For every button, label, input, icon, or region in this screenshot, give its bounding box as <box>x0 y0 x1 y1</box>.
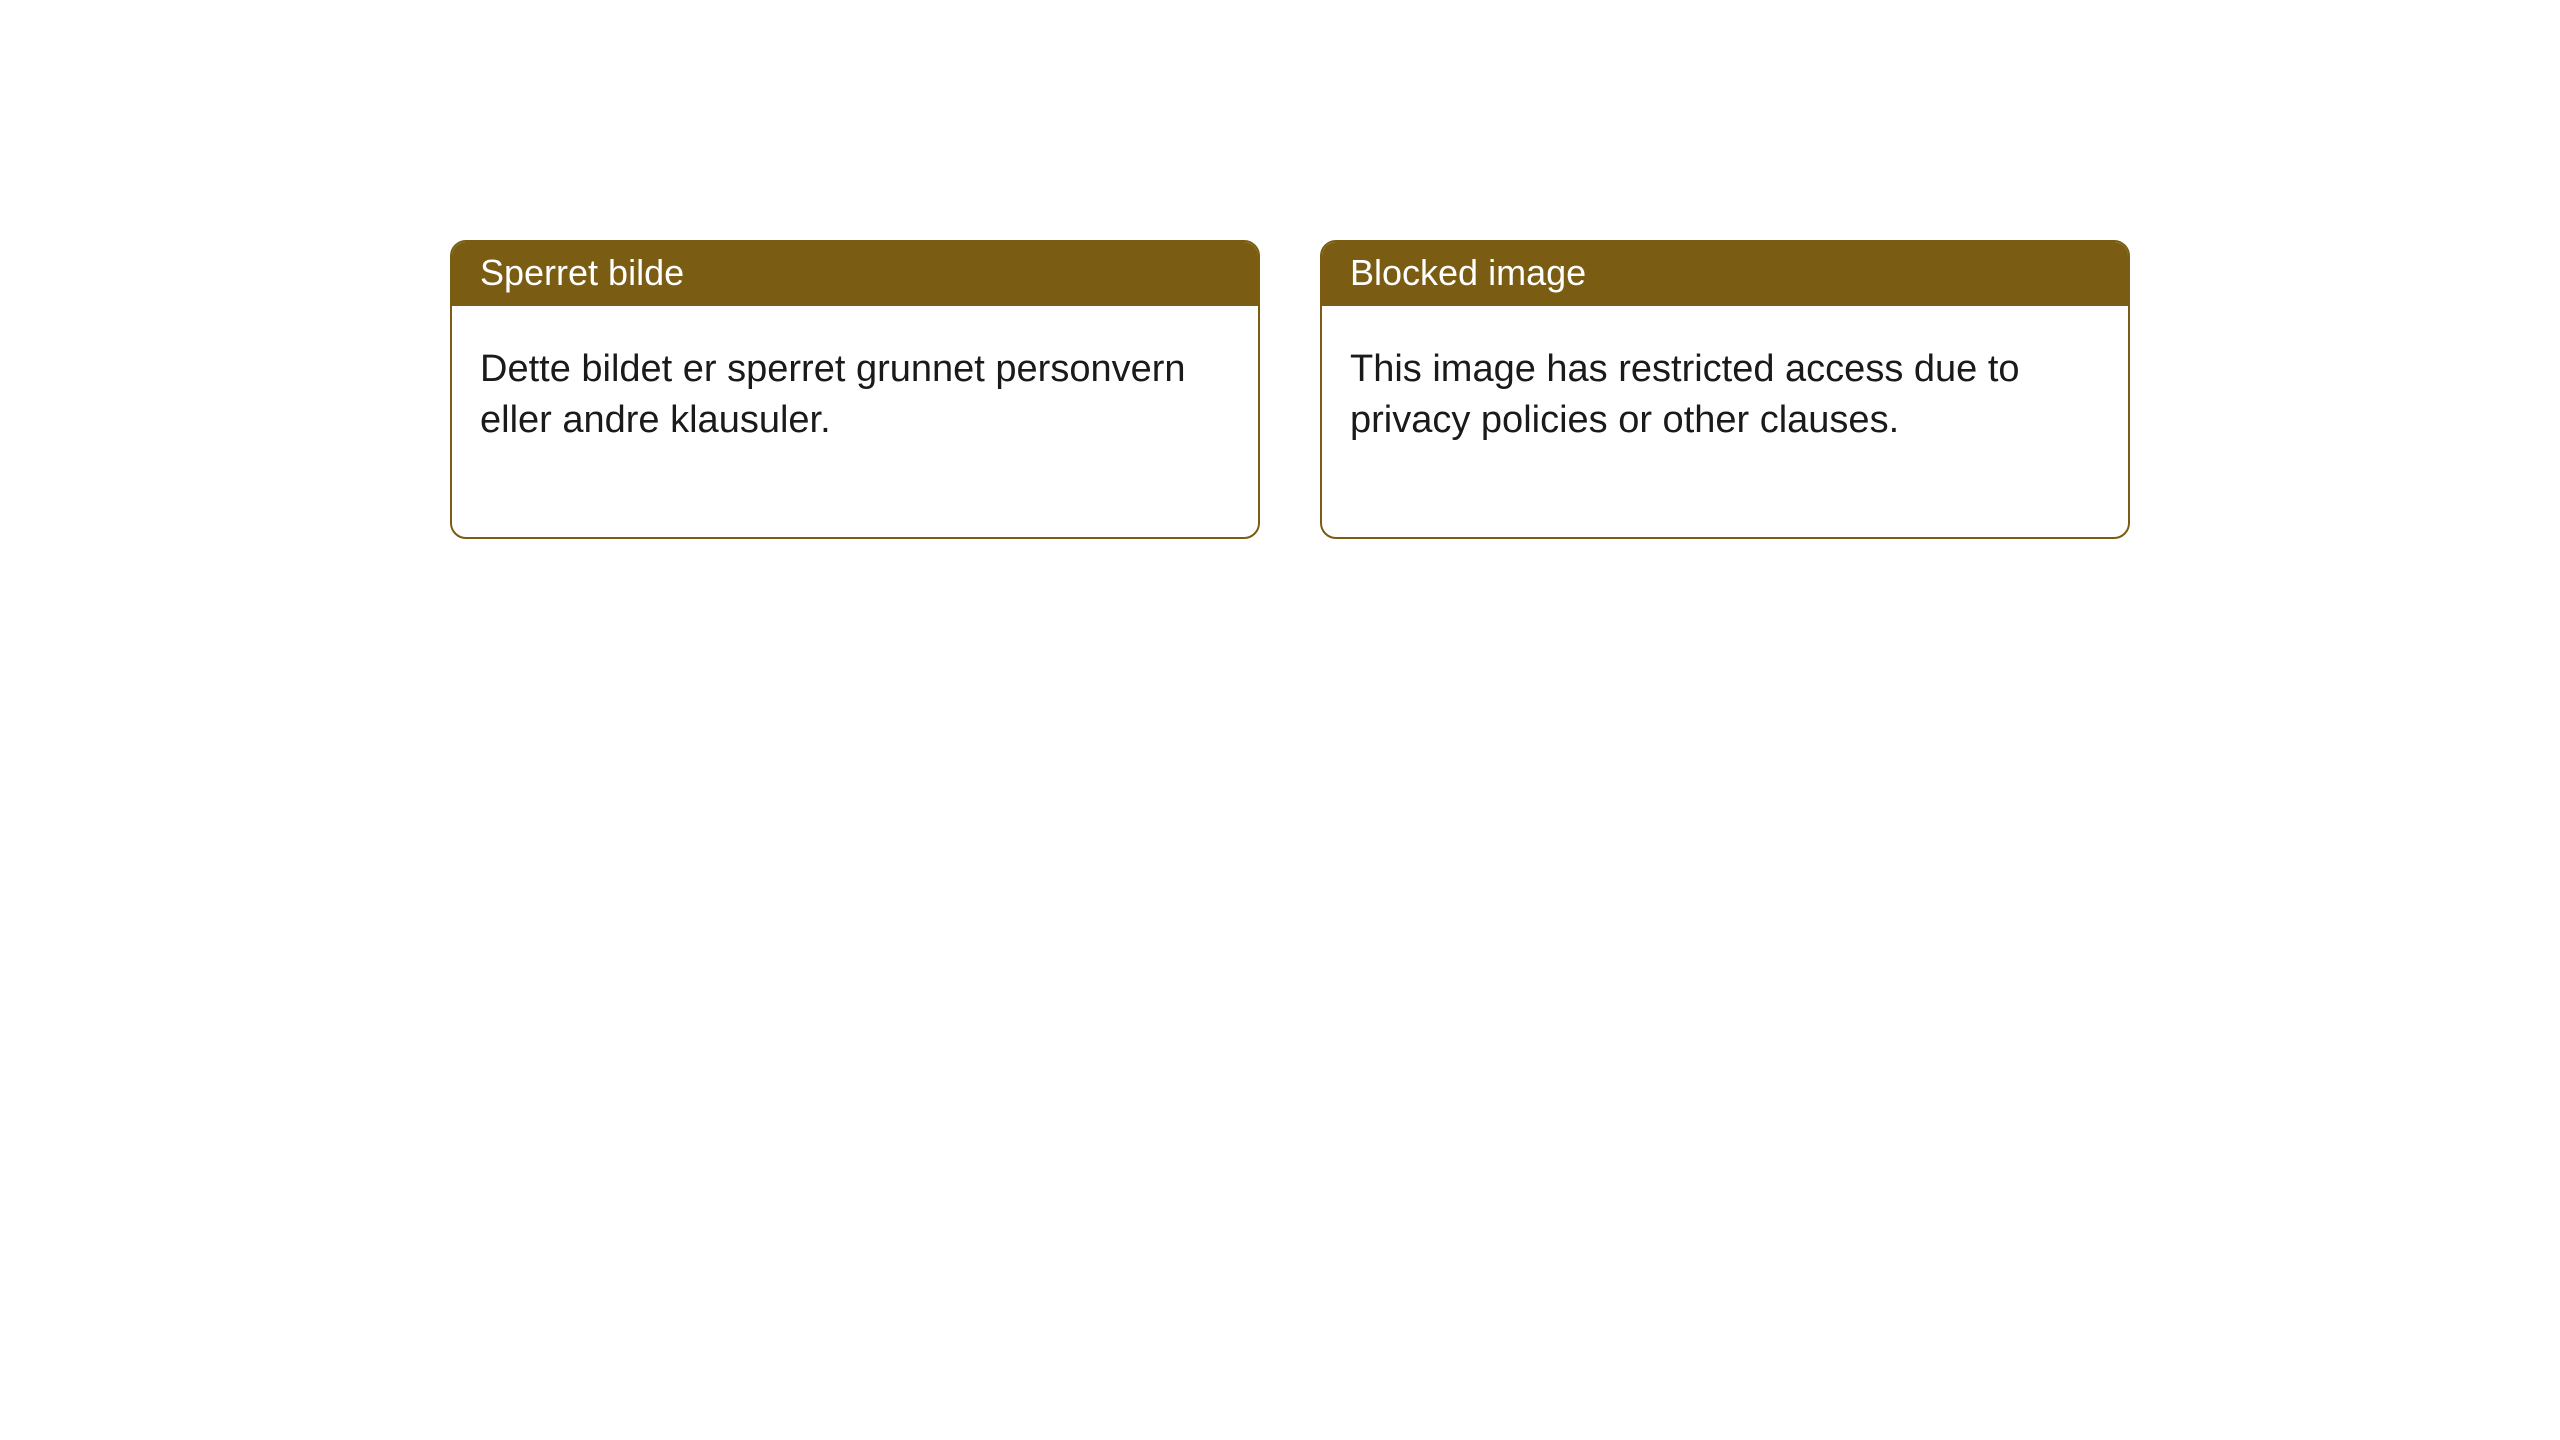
notice-container: Sperret bilde Dette bildet er sperret gr… <box>0 0 2560 539</box>
notice-title-english: Blocked image <box>1322 242 2128 306</box>
notice-card-norwegian: Sperret bilde Dette bildet er sperret gr… <box>450 240 1260 539</box>
notice-body-english: This image has restricted access due to … <box>1322 306 2128 537</box>
notice-card-english: Blocked image This image has restricted … <box>1320 240 2130 539</box>
notice-body-norwegian: Dette bildet er sperret grunnet personve… <box>452 306 1258 537</box>
notice-title-norwegian: Sperret bilde <box>452 242 1258 306</box>
